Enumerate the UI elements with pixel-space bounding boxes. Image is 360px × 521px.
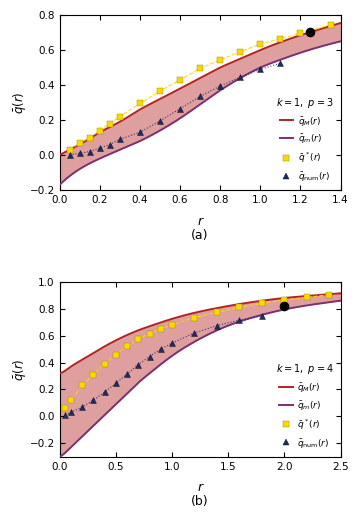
Point: [328, 20, 333, 29]
Point: [259, 299, 265, 307]
Point: [124, 342, 130, 351]
Point: [68, 396, 74, 404]
Point: [102, 360, 107, 368]
Point: [192, 313, 197, 321]
Point: [197, 64, 203, 72]
Point: [177, 76, 183, 84]
Point: [237, 316, 242, 325]
Point: [197, 92, 203, 101]
Point: [282, 296, 287, 304]
Point: [97, 144, 103, 152]
Point: [157, 87, 163, 95]
Point: [214, 321, 220, 330]
Point: [67, 151, 72, 159]
Point: [259, 312, 265, 320]
Y-axis label: $\bar{q}(r)$: $\bar{q}(r)$: [11, 91, 28, 114]
Point: [257, 40, 263, 48]
Point: [113, 350, 119, 358]
Point: [217, 82, 223, 90]
Point: [158, 325, 164, 333]
Point: [237, 303, 242, 312]
Text: (a): (a): [192, 229, 209, 242]
Point: [278, 34, 283, 43]
Point: [157, 117, 163, 125]
Point: [97, 127, 103, 135]
Point: [77, 149, 82, 157]
Legend: $\bar{q}_M(r)$, $\bar{q}_m(r)$, $\bar{q}^*(r)$, $\bar{q}_{\mathrm{num}}(r)$: $\bar{q}_M(r)$, $\bar{q}_m(r)$, $\bar{q}…: [273, 359, 336, 452]
Point: [62, 411, 68, 419]
Point: [67, 146, 72, 154]
Text: (b): (b): [191, 495, 209, 508]
Point: [135, 361, 141, 369]
Point: [217, 56, 223, 64]
Point: [169, 339, 175, 348]
Point: [62, 404, 68, 413]
Point: [79, 403, 85, 411]
Point: [147, 329, 152, 338]
Point: [107, 140, 113, 148]
Point: [102, 388, 107, 396]
Y-axis label: $\bar{q}(r)$: $\bar{q}(r)$: [11, 358, 28, 380]
Point: [79, 381, 85, 390]
Point: [117, 113, 123, 121]
Point: [257, 65, 263, 73]
Point: [124, 370, 130, 378]
Point: [90, 370, 96, 379]
Point: [87, 133, 93, 142]
Point: [158, 345, 164, 353]
Point: [107, 119, 113, 128]
Text: r: r: [198, 481, 203, 494]
Point: [278, 59, 283, 67]
Point: [282, 302, 287, 311]
Point: [237, 48, 243, 56]
Point: [90, 396, 96, 404]
Point: [237, 73, 243, 81]
Point: [304, 293, 310, 302]
Point: [307, 28, 313, 36]
Point: [77, 139, 82, 147]
Point: [147, 352, 152, 361]
Text: r: r: [198, 215, 203, 228]
Point: [68, 408, 74, 416]
Point: [192, 329, 197, 337]
Point: [177, 105, 183, 113]
Point: [135, 335, 141, 343]
Legend: $\bar{q}_M(r)$, $\bar{q}_m(r)$, $\bar{q}^*(r)$, $\bar{q}_{\mathrm{num}}(r)$: $\bar{q}_M(r)$, $\bar{q}_m(r)$, $\bar{q}…: [273, 93, 336, 185]
Point: [137, 128, 143, 137]
Point: [137, 100, 143, 108]
Point: [113, 379, 119, 388]
Point: [214, 308, 220, 316]
Point: [169, 321, 175, 329]
Point: [87, 147, 93, 156]
Point: [327, 291, 332, 299]
Point: [298, 29, 303, 38]
Point: [117, 135, 123, 143]
